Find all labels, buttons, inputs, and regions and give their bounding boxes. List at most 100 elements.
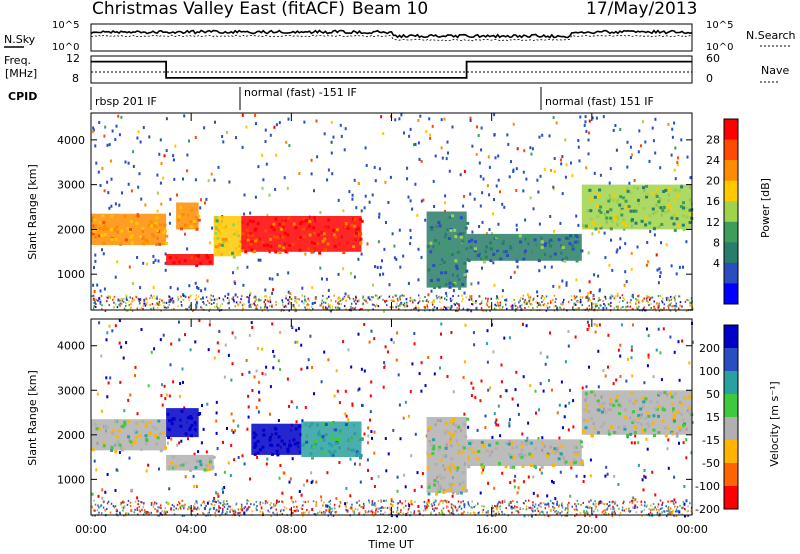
noise-cell <box>203 500 205 503</box>
echo-cell <box>633 425 637 429</box>
noise-cell <box>655 310 657 312</box>
noise-cell <box>360 252 363 256</box>
noise-cell <box>498 505 501 508</box>
noise-cell <box>159 338 162 342</box>
noise-cell <box>285 306 287 308</box>
noise-cell <box>184 294 186 297</box>
noise-cell <box>163 154 166 158</box>
echo-cell <box>308 424 312 428</box>
noise-cell <box>487 511 489 514</box>
noise-cell <box>501 289 504 293</box>
noise-cell <box>593 298 595 301</box>
noise-cell <box>330 511 332 514</box>
noise-cell <box>188 299 190 302</box>
echo-cell <box>298 248 302 252</box>
noise-cell <box>446 375 449 378</box>
noise-cell <box>522 294 525 297</box>
noise-cell <box>142 126 145 129</box>
noise-cell <box>289 477 292 481</box>
noise-cell <box>324 511 327 514</box>
echo-cell <box>435 242 439 246</box>
noise-cell <box>106 508 108 510</box>
noise-cell <box>177 296 179 299</box>
echo-cell <box>670 395 674 399</box>
noise-cell <box>472 303 474 306</box>
noise-cell <box>229 508 232 511</box>
noise-cell <box>467 501 469 504</box>
noise-cell <box>255 122 257 126</box>
noise-cell <box>264 140 267 143</box>
noise-cell <box>440 322 443 326</box>
noise-cell <box>226 502 229 505</box>
noise-cell <box>508 421 511 425</box>
echo-cell <box>459 491 463 495</box>
noise-cell <box>211 226 214 230</box>
cpid-row: CPID rbsp 201 IF normal (fast) -151 IF n… <box>8 86 654 110</box>
noise-cell <box>374 305 377 308</box>
noise-cell <box>682 441 685 445</box>
noise-cell <box>237 456 240 459</box>
echo-cell <box>320 447 324 451</box>
noise-cell <box>541 133 544 137</box>
noise-cell <box>351 193 354 197</box>
noise-cell <box>288 300 290 303</box>
echo-cell <box>206 256 210 260</box>
echo-cell <box>509 246 513 250</box>
noise-cell <box>363 432 366 436</box>
noise-cell <box>298 298 300 301</box>
noise-cell <box>227 353 230 357</box>
noise-cell <box>376 265 379 269</box>
noise-cell <box>487 388 490 392</box>
echo-cell <box>223 244 227 248</box>
echo-cell <box>567 237 570 240</box>
echo-cell <box>509 455 513 459</box>
noise-cell <box>197 450 200 454</box>
noise-cell <box>279 331 282 334</box>
noise-cell <box>344 412 347 416</box>
noise-cell <box>570 466 573 470</box>
noise-cell <box>196 508 198 511</box>
echo-cell <box>197 214 201 218</box>
noise-cell <box>368 499 370 502</box>
echo-cell <box>546 452 550 456</box>
noise-cell <box>503 205 506 209</box>
noise-cell <box>689 301 691 304</box>
noise-cell <box>534 389 537 393</box>
noise-cell <box>577 139 580 142</box>
noise-cell <box>424 218 427 222</box>
noise-cell <box>227 292 230 296</box>
noise-cell <box>382 298 384 301</box>
noise-cell <box>173 505 175 508</box>
noise-cell <box>516 265 519 269</box>
noise-cell <box>558 403 561 407</box>
noise-cell <box>467 503 470 506</box>
echo-cell <box>504 250 508 254</box>
noise-cell <box>668 512 670 515</box>
noise-cell <box>672 509 674 512</box>
noise-cell <box>506 133 509 137</box>
noise-cell <box>403 302 406 305</box>
echo-cell <box>675 217 679 221</box>
echo-cell <box>272 228 276 232</box>
noise-cell <box>536 507 539 510</box>
noise-cell <box>225 131 228 134</box>
colorbar-tick-label: 28 <box>706 134 720 147</box>
echo-cell <box>256 222 260 226</box>
noise-cell <box>487 509 489 512</box>
noise-cell <box>257 258 260 262</box>
echo-cell <box>316 242 320 246</box>
echo-cell <box>609 425 613 429</box>
noise-cell <box>242 283 245 287</box>
noise-cell <box>95 161 98 165</box>
noise-cell <box>688 361 691 365</box>
echo-cell <box>102 442 106 446</box>
noise-cell <box>519 299 521 302</box>
echo-cell <box>454 235 458 239</box>
noise-cell <box>185 308 187 311</box>
noise-cell <box>141 501 143 504</box>
echo-cell <box>466 417 470 421</box>
noise-cell <box>413 299 416 302</box>
noise-cell <box>144 304 147 307</box>
noise-cell <box>495 505 497 508</box>
